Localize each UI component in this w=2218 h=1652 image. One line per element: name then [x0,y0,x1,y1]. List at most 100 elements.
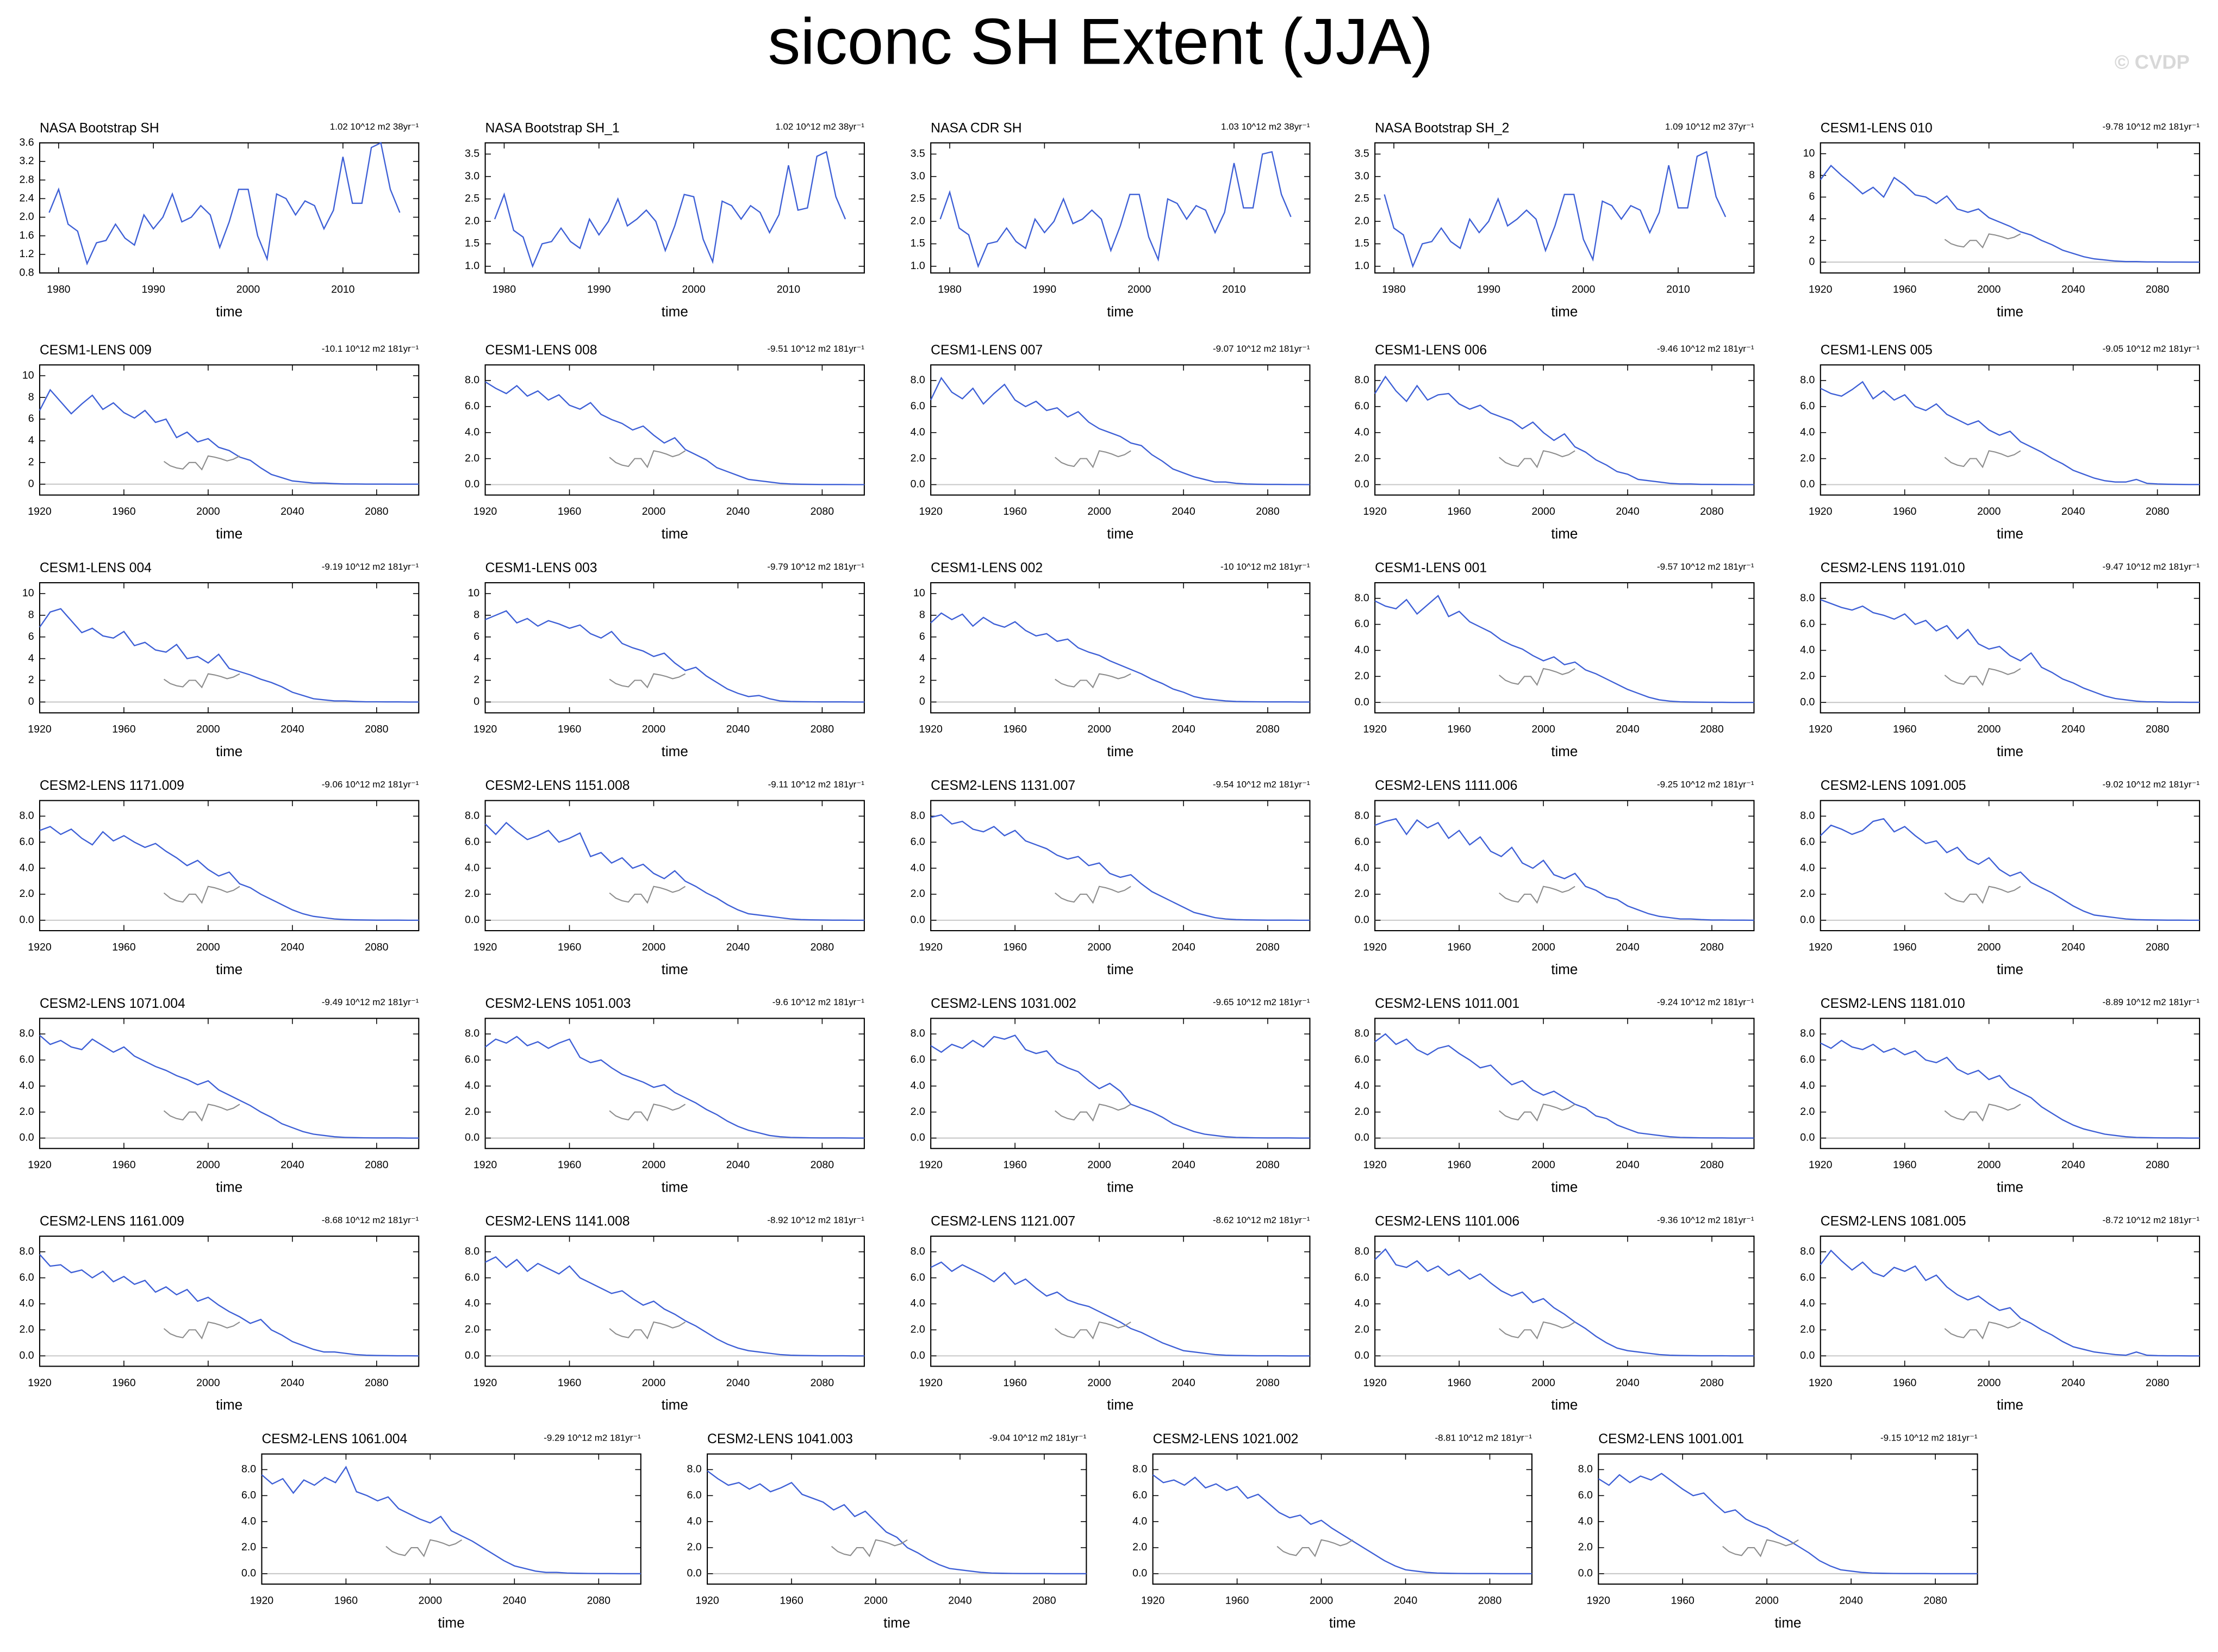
x-tick-label: 2000 [1977,284,2001,296]
x-tick-label: 1920 [695,1594,719,1606]
x-tick-label: 2080 [1256,506,1280,518]
plot-frame [1820,1236,2201,1367]
y-tick-label: 8.0 [1355,1027,1369,1039]
data-line [1598,1473,1978,1575]
x-tick-label: 2040 [726,724,750,735]
panel-title: CESM2-LENS 1141.008 [485,1214,630,1229]
x-tick-label: 2040 [281,724,304,735]
y-tick-label: 8.0 [1355,592,1369,604]
y-tick-label: 0.0 [1355,696,1369,708]
x-tick-label: 1920 [919,1159,943,1171]
x-axis-label: time [1107,961,1133,977]
x-tick-label: 1960 [1893,284,1917,296]
y-tick-label: 8.0 [465,374,479,386]
y-tick-label: 0.0 [1132,1567,1147,1579]
y-tick-label: 8.0 [911,1027,925,1039]
x-tick-label: 1960 [1893,941,1917,953]
y-tick-label: 6.0 [465,1271,479,1283]
x-tick-label: 2040 [1616,724,1640,735]
y-tick-label: 6.0 [911,1053,925,1065]
x-tick-label: 2040 [1172,724,1195,735]
data-line [1055,886,1131,904]
plot-frame [930,1236,1311,1367]
x-tick-label: 2080 [365,1377,389,1389]
y-tick-label: 4.0 [1355,862,1369,874]
y-tick-label: 2.0 [1132,1541,1147,1553]
y-tick-label: 6 [919,631,925,643]
x-tick-label: 1960 [558,506,582,518]
y-tick-label: 8.0 [465,810,479,822]
data-line [1374,818,1754,921]
y-tick-label: 3.2 [19,155,34,167]
data-line [1944,1321,2021,1340]
panel-subtitle: -9.07 10^12 m2 181yr⁻¹ [1213,344,1310,354]
data-line [1499,1321,1575,1340]
data-line [930,814,1310,921]
x-axis-label: time [1107,743,1133,759]
x-axis-label: time [1551,743,1578,759]
plot-frame [484,142,865,274]
x-axis-label: time [216,525,242,541]
x-tick-label: 2080 [811,1377,834,1389]
y-tick-label: 1.5 [465,238,479,250]
panel: CESM2-LENS 1111.006 -9.25 10^12 m2 181yr⁻… [1355,778,1755,977]
panel-subtitle: -9.49 10^12 m2 181yr⁻¹ [322,997,419,1007]
data-line [609,450,686,469]
y-tick-label: 8.0 [19,1027,34,1039]
x-tick-label: 2040 [1172,1159,1195,1171]
data-line [494,151,846,269]
x-tick-label: 1960 [558,724,582,735]
panel: CESM1-LENS 006 -9.46 10^12 m2 181yr⁻¹ time… [1355,343,1755,541]
data-line [1820,381,2200,485]
plot-frame [1820,800,2201,932]
panel: CESM2-LENS 1021.002 -8.81 10^12 m2 181yr⁻… [1132,1432,1533,1631]
y-tick-label: 8.0 [241,1463,256,1475]
y-tick-label: 0.0 [911,1132,925,1144]
y-tick-label: 4.0 [911,426,925,438]
x-tick-label: 2080 [1700,1159,1724,1171]
panel: CESM2-LENS 1091.005 -9.02 10^12 m2 181yr⁻… [1800,778,2201,977]
x-tick-label: 1920 [919,1377,943,1389]
x-tick-label: 1920 [919,941,943,953]
plot-frame [1374,1018,1755,1149]
panel-subtitle: -8.92 10^12 m2 181yr⁻¹ [767,1215,864,1225]
data-line [1384,151,1727,269]
x-tick-label: 1920 [1809,506,1833,518]
y-tick-label: 1.2 [19,248,34,260]
x-tick-label: 2040 [726,1159,750,1171]
panel-subtitle: -9.29 10^12 m2 181yr⁻¹ [544,1433,641,1443]
y-tick-label: 8 [1809,169,1815,181]
panel: CESM2-LENS 1161.009 -8.68 10^12 m2 181yr⁻… [19,1214,420,1413]
x-tick-label: 2040 [2061,506,2085,518]
x-axis-label: time [1107,1397,1133,1413]
x-tick-label: 1960 [1447,506,1471,518]
plot-frame [1820,364,2201,496]
x-tick-label: 1980 [938,284,962,296]
x-axis-label: time [662,743,688,759]
x-axis-label: time [1551,303,1578,320]
y-tick-label: 2.0 [911,888,925,900]
plot-frame [1820,142,2201,274]
y-tick-label: 2 [1809,234,1815,246]
y-tick-label: 6 [473,631,479,643]
figure-title: siconc SH Extent (JJA) [768,5,1434,78]
x-tick-label: 1920 [28,724,52,735]
panel: CESM1-LENS 008 -9.51 10^12 m2 181yr⁻¹ time… [465,343,865,541]
y-tick-label: 8.0 [687,1463,702,1475]
plot-frame [930,582,1311,714]
data-line [939,151,1292,269]
x-tick-label: 2080 [2146,284,2170,296]
x-tick-label: 2000 [642,941,666,953]
panel-title: NASA Bootstrap SH [40,121,159,135]
x-tick-label: 2000 [642,506,666,518]
y-tick-label: 2.0 [1355,1106,1369,1118]
panel-title: CESM1-LENS 007 [931,343,1043,358]
panel: CESM2-LENS 1051.003 -9.6 10^12 m2 181yr⁻¹… [465,996,865,1195]
plot-frame [707,1453,1087,1585]
x-tick-label: 2000 [419,1594,443,1606]
x-axis-label: time [1107,303,1133,320]
x-axis-label: time [216,303,242,320]
panel-title: CESM2-LENS 1091.005 [1821,778,1966,793]
y-tick-label: 2 [28,674,34,686]
y-tick-label: 6.0 [1132,1489,1147,1501]
